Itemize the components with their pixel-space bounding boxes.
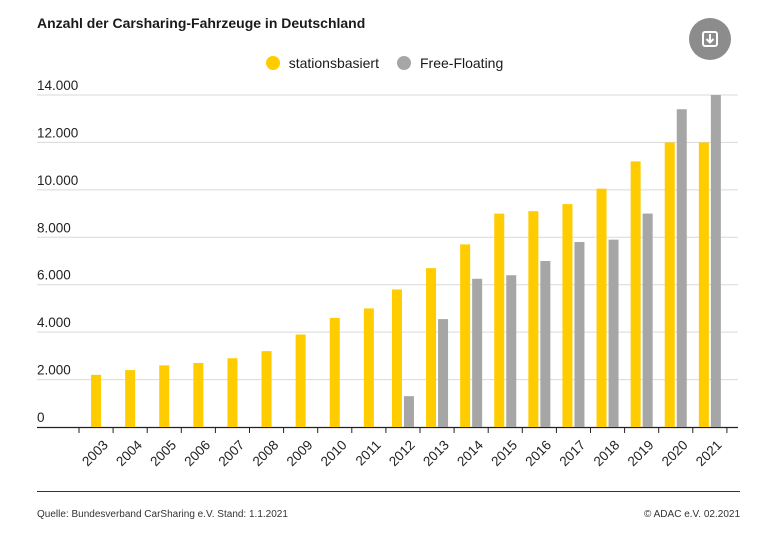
bar-stationsbasiert [295,334,306,427]
bar-stationsbasiert [630,161,641,427]
y-tick-label: 8.000 [37,220,71,235]
x-tick-label: 2013 [420,437,452,469]
bar-stationsbasiert [329,317,340,427]
download-button[interactable] [689,18,731,60]
bar-stationsbasiert [261,351,272,427]
x-tick-label: 2006 [181,437,213,469]
chart-legend: stationsbasiert Free-Floating [0,55,769,71]
x-tick-label: 2020 [659,437,691,469]
y-tick-label: 2.000 [37,363,71,378]
bar-stationsbasiert [494,213,505,427]
legend-item-stationsbasiert[interactable]: stationsbasiert [265,55,379,71]
x-tick-label: 2015 [488,437,520,469]
bar-free-floating [472,278,483,427]
x-tick-label: 2007 [216,437,248,469]
bar-stationsbasiert [562,204,573,427]
x-tick-label: 2010 [318,437,350,469]
legend-label: stationsbasiert [288,55,379,71]
bar-stationsbasiert [159,365,170,427]
y-tick-label: 10.000 [37,173,78,188]
bar-free-floating [540,261,551,427]
y-tick-label: 14.000 [37,78,78,93]
y-tick-label: 4.000 [37,315,71,330]
bar-stationsbasiert [596,188,607,427]
x-tick-label: 2021 [693,437,725,469]
bar-free-floating [676,109,687,427]
bar-free-floating [608,239,619,427]
bar-stationsbasiert [426,268,437,427]
x-tick-label: 2012 [386,437,418,469]
y-tick-label: 6.000 [37,268,71,283]
y-tick-label: 12.000 [37,125,78,140]
x-tick-label: 2004 [113,437,145,469]
x-tick-label: 2009 [284,437,316,469]
x-tick-label: 2003 [79,437,111,469]
bar-free-floating [642,213,653,427]
legend-swatch-free-floating [397,56,411,70]
x-tick-label: 2005 [147,437,179,469]
legend-item-free-floating[interactable]: Free-Floating [397,55,503,71]
x-tick-label: 2011 [353,437,384,468]
x-tick-label: 2016 [522,437,554,469]
legend-label: Free-Floating [420,55,504,71]
bar-free-floating [403,396,414,427]
chart-title: Anzahl der Carsharing-Fahrzeuge in Deuts… [37,15,366,31]
bar-stationsbasiert [363,308,374,427]
bar-stationsbasiert [227,358,238,427]
y-tick-label: 0 [37,410,45,425]
source-note: Quelle: Bundesverband CarSharing e.V. St… [37,509,288,520]
legend-swatch-stationsbasiert [265,56,280,70]
x-tick-label: 2014 [454,437,486,469]
x-tick-label: 2018 [591,437,623,469]
bar-stationsbasiert [193,362,204,427]
bar-free-floating [506,275,517,427]
bar-stationsbasiert [528,211,539,427]
bar-stationsbasiert [664,142,675,427]
bar-stationsbasiert [698,142,709,427]
bar-stationsbasiert [460,244,471,427]
x-tick-label: 2008 [250,437,282,469]
copyright-note: © ADAC e.V. 02.2021 [644,509,740,520]
x-tick-label: 2019 [625,437,657,469]
bar-stationsbasiert [125,370,136,427]
bar-free-floating [574,242,585,427]
bar-free-floating [710,95,721,427]
footer-divider [37,491,740,492]
download-icon [702,31,718,47]
bar-stationsbasiert [391,289,402,427]
bar-stationsbasiert [91,374,102,427]
bar-free-floating [438,319,449,427]
x-tick-label: 2017 [557,437,589,469]
